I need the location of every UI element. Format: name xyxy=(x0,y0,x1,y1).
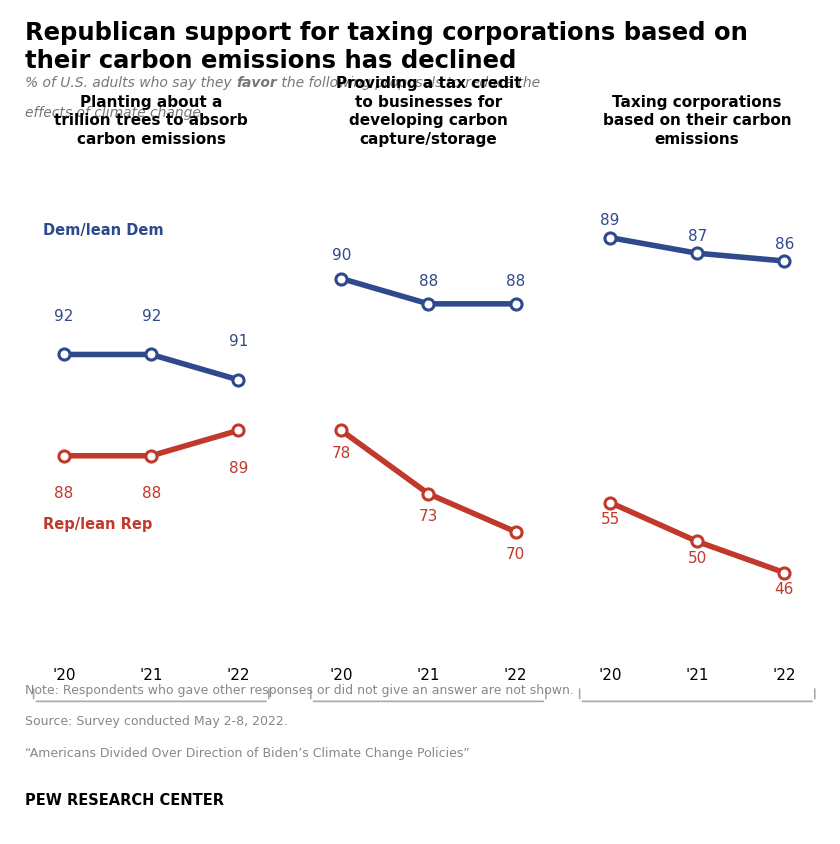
Text: 88: 88 xyxy=(506,273,525,289)
Text: Rep/lean Rep: Rep/lean Rep xyxy=(43,517,152,532)
Text: 92: 92 xyxy=(55,309,74,324)
Text: 88: 88 xyxy=(55,486,74,501)
Text: 92: 92 xyxy=(141,309,161,324)
Text: Planting about a
trillion trees to absorb
carbon emissions: Planting about a trillion trees to absor… xyxy=(55,95,248,147)
Text: effects of climate change: effects of climate change xyxy=(25,106,201,120)
Text: 86: 86 xyxy=(774,236,794,252)
Text: 88: 88 xyxy=(419,273,438,289)
Text: 55: 55 xyxy=(601,511,620,527)
Text: 87: 87 xyxy=(688,229,706,244)
Text: “Americans Divided Over Direction of Biden’s Climate Change Policies”: “Americans Divided Over Direction of Bid… xyxy=(25,747,470,760)
Text: 78: 78 xyxy=(332,446,351,461)
Text: 91: 91 xyxy=(228,334,248,349)
Text: Source: Survey conducted May 2-8, 2022.: Source: Survey conducted May 2-8, 2022. xyxy=(25,716,288,728)
Text: 89: 89 xyxy=(601,214,620,228)
Text: 70: 70 xyxy=(506,547,525,562)
Text: 90: 90 xyxy=(332,248,351,263)
Text: PEW RESEARCH CENTER: PEW RESEARCH CENTER xyxy=(25,793,224,809)
Text: 50: 50 xyxy=(688,551,706,565)
Text: Taxing corporations
based on their carbon
emissions: Taxing corporations based on their carbo… xyxy=(603,95,791,147)
Text: 89: 89 xyxy=(228,461,248,476)
Text: Republican support for taxing corporations based on
their carbon emissions has d: Republican support for taxing corporatio… xyxy=(25,21,748,73)
Text: % of U.S. adults who say they: % of U.S. adults who say they xyxy=(25,76,236,90)
Text: Dem/lean Dem: Dem/lean Dem xyxy=(43,223,164,238)
Text: 73: 73 xyxy=(418,509,438,524)
Text: Providing a tax credit
to businesses for
developing carbon
capture/storage: Providing a tax credit to businesses for… xyxy=(336,76,521,147)
Text: 46: 46 xyxy=(774,582,794,597)
Text: favor: favor xyxy=(236,76,277,90)
Text: the following proposals to reduce the: the following proposals to reduce the xyxy=(277,76,540,90)
Text: Note: Respondents who gave other responses or did not give an answer are not sho: Note: Respondents who gave other respons… xyxy=(25,684,574,697)
Text: 88: 88 xyxy=(142,486,160,501)
